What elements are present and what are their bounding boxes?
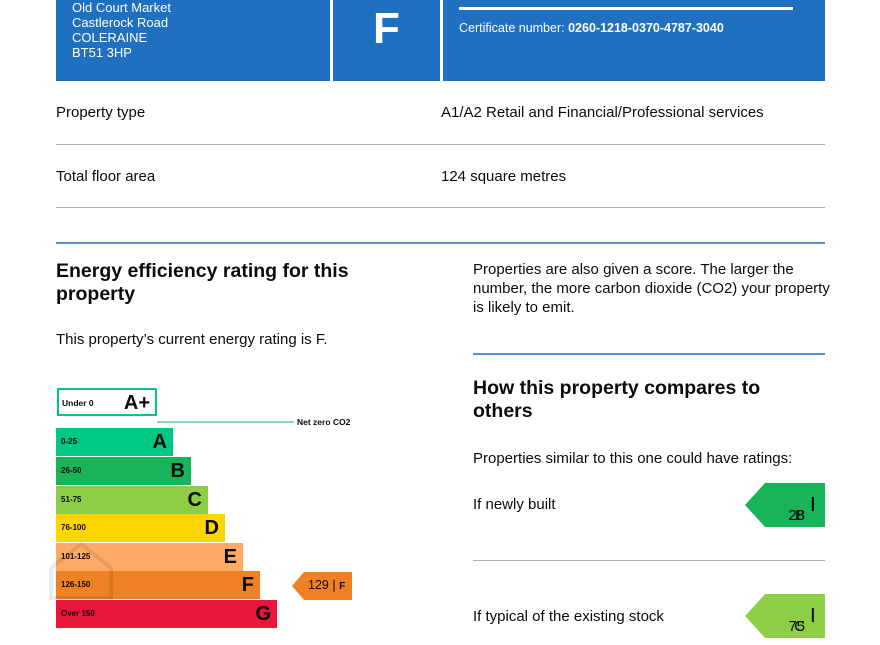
compare-intro: Properties similar to this one could hav… — [473, 450, 793, 467]
band-range: 101-125 — [61, 552, 91, 561]
property-type-value: A1/A2 Retail and Financial/Professional … — [441, 104, 764, 121]
typical-stock-label: If typical of the existing stock — [473, 608, 664, 625]
compare-heading: How this property compares to others — [473, 377, 761, 422]
band-range: Under 0 — [62, 398, 94, 408]
certificate-panel: Certificate number: 0260-1218-0370-4787-… — [443, 0, 825, 81]
header-divider — [459, 7, 793, 10]
band-a: 0-25 A — [56, 428, 173, 456]
efficiency-heading: Energy efficiency rating for this proper… — [56, 260, 349, 305]
section-divider — [473, 353, 825, 355]
band-g: Over 150 G — [56, 600, 277, 628]
current-score-text: 129 | F — [308, 578, 346, 592]
address-panel: Old Court Market Castlerock Road COLERAI… — [56, 0, 330, 81]
current-rating-letter: F — [373, 4, 400, 53]
divider — [56, 207, 825, 208]
net-zero-label: Net zero CO2 — [297, 417, 351, 427]
newly-built-score: 28 — [788, 507, 805, 524]
band-aplus: Under 0 A+ — [57, 388, 157, 416]
newly-built-rating-text: 28 | B — [788, 495, 815, 524]
property-type-label: Property type — [56, 104, 146, 121]
band-range: 126-150 — [61, 580, 91, 589]
band-letter: G — [255, 603, 271, 625]
floor-area-value: 124 square metres — [441, 168, 567, 185]
score-info-text: Properties are also given a score. The l… — [473, 261, 830, 316]
current-score-letter: F — [339, 581, 346, 592]
newly-built-rating-arrow: 28 | B — [745, 483, 825, 527]
efficiency-statement: This property’s current energy rating is… — [56, 331, 328, 348]
band-letter: C — [187, 489, 202, 511]
certificate-number: 0260-1218-0370-4787-3040 — [568, 21, 724, 35]
current-score: 129 — [308, 578, 329, 592]
house-watermark-icon — [49, 541, 113, 600]
net-zero-line — [157, 421, 294, 423]
divider — [56, 144, 825, 145]
typical-stock-score: 75 — [788, 618, 805, 635]
band-range: Over 150 — [61, 609, 95, 618]
band-range: 76-100 — [61, 523, 86, 532]
current-score-arrow: 129 | F — [292, 572, 352, 600]
rating-letter-panel: F — [333, 0, 440, 81]
address-line: Castlerock Road — [72, 15, 169, 30]
certificate-label: Certificate number: — [459, 21, 565, 35]
divider — [473, 560, 825, 561]
band-letter: F — [241, 574, 254, 596]
newly-built-label: If newly built — [473, 496, 556, 513]
certificate-info: Certificate number: 0260-1218-0370-4787-… — [459, 21, 724, 35]
band-letter: A+ — [123, 392, 150, 414]
address-line: Old Court Market — [72, 0, 171, 15]
band-range: 51-75 — [61, 495, 82, 504]
band-letter: B — [170, 460, 185, 482]
band-c: 51-75 C — [56, 486, 208, 514]
band-letter: A — [152, 431, 167, 453]
property-address: Old Court Market Castlerock Road COLERAI… — [72, 0, 171, 60]
typical-stock-letter: C — [794, 618, 805, 635]
address-line: COLERAINE — [72, 30, 148, 45]
typical-stock-rating-arrow: 75 | C — [745, 594, 825, 638]
band-range: 26-50 — [61, 466, 82, 475]
band-e: 101-125 E — [56, 543, 243, 571]
band-b: 26-50 B — [56, 457, 191, 485]
floor-area-label: Total floor area — [56, 168, 156, 185]
address-line: BT51 3HP — [72, 45, 132, 60]
band-range: 0-25 — [61, 437, 78, 446]
band-d: 76-100 D — [56, 514, 225, 542]
band-f: 126-150 F — [56, 571, 260, 599]
newly-built-letter: B — [794, 507, 805, 524]
typical-stock-rating-text: 75 | C — [788, 606, 815, 635]
section-divider — [56, 242, 825, 244]
band-letter: E — [223, 546, 237, 568]
band-letter: D — [204, 517, 219, 539]
